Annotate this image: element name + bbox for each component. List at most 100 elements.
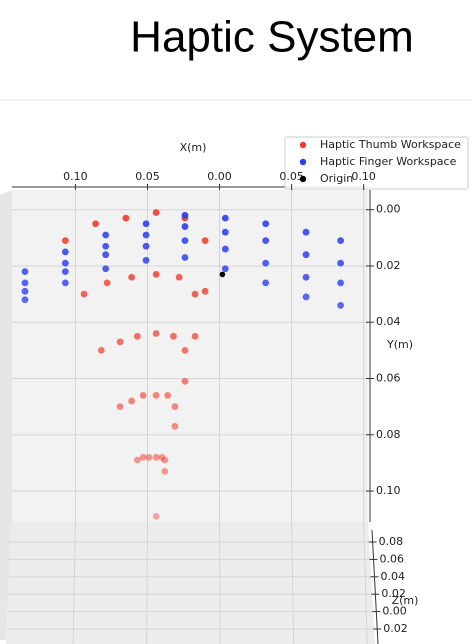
data-point [128,397,136,405]
data-point [262,237,270,245]
x-tick-label: 0.05 [135,170,160,183]
data-point [302,251,310,259]
data-point [171,403,179,411]
legend [284,136,469,190]
data-point [97,346,105,354]
data-point [302,293,310,301]
back-pane [12,190,368,522]
y-axis-label: Y(m) [386,338,413,351]
data-point [152,453,160,461]
data-point [145,453,153,461]
data-point [116,403,124,411]
data-point [61,279,69,287]
data-point [128,273,136,281]
floor-pane [6,522,375,644]
data-point [80,290,88,298]
data-point [262,220,270,228]
data-point [152,209,160,216]
data-point [142,231,150,239]
data-point [61,259,69,267]
data-point [133,332,141,340]
data-point [152,330,160,337]
z-tick-label: 0.02 [381,587,406,600]
data-point [337,301,345,309]
data-point [175,273,183,281]
data-point [61,268,69,275]
legend-marker [299,158,307,166]
data-point [122,214,130,222]
grid-line [219,521,221,644]
data-point [133,456,141,464]
z-tick-label: 0.02 [383,622,408,635]
chart-title: Haptic System [130,13,414,62]
z-tick-label: 0.06 [380,552,405,565]
legend-marker [299,175,307,183]
data-point [161,456,169,464]
data-point [161,467,169,475]
data-point [191,290,199,298]
data-point [337,259,345,267]
data-point [201,287,209,295]
legend-label: Origin [320,172,353,185]
data-point [181,211,189,219]
data-point [21,296,29,304]
data-point [102,251,110,259]
data-point [102,242,110,250]
side-pane [0,190,12,640]
data-point [221,214,229,222]
y-tick-label: 0.00 [376,203,401,216]
x-tick-label: 0.05 [279,170,304,183]
data-point [170,332,177,340]
data-point [142,220,150,228]
z-axis-line [371,529,379,644]
data-point [171,422,179,430]
data-point [103,279,111,287]
data-point [21,268,29,275]
data-point [142,242,150,250]
z-tick-label: 0.00 [382,605,407,618]
data-point [152,391,160,399]
data-point [337,237,345,245]
y-tick-label: 0.10 [376,484,401,497]
data-point [181,237,189,245]
y-tick-label: 0.04 [376,315,401,328]
data-point [21,279,29,287]
data-point [139,391,147,399]
data-point [181,254,189,261]
z-axis-label: Z(m) [392,594,419,607]
data-point [221,228,229,236]
data-point [164,391,172,399]
data-point [139,453,147,461]
y-tick-label: 0.06 [376,372,401,385]
z-tick-label: 0.04 [380,570,405,583]
data-point [221,245,229,253]
y-tick-label: 0.08 [376,428,401,441]
data-point [181,346,189,354]
data-point [262,259,270,267]
data-point [221,265,229,273]
y-tick-label: 0.02 [376,259,401,272]
data-point [262,279,270,287]
x-axis-label: X(m) [180,141,207,154]
data-point [181,223,189,230]
data-point [21,287,29,295]
data-point [61,237,69,245]
data-point [201,237,209,245]
x-tick-label: 0.10 [63,170,88,183]
data-point [92,220,99,228]
x-tick-label: 0.00 [207,170,232,183]
data-point [181,377,189,385]
data-point [61,248,69,256]
data-point [302,273,310,281]
data-point [152,512,160,520]
legend-label: Haptic Thumb Workspace [320,138,461,151]
legend-marker [299,141,307,149]
data-point [337,279,345,287]
z-tick-label: 0.08 [379,535,404,548]
data-point [102,231,110,239]
data-point [302,228,310,236]
legend-label: Haptic Finger Workspace [320,155,457,168]
data-point [191,332,199,340]
data-point [102,265,110,273]
